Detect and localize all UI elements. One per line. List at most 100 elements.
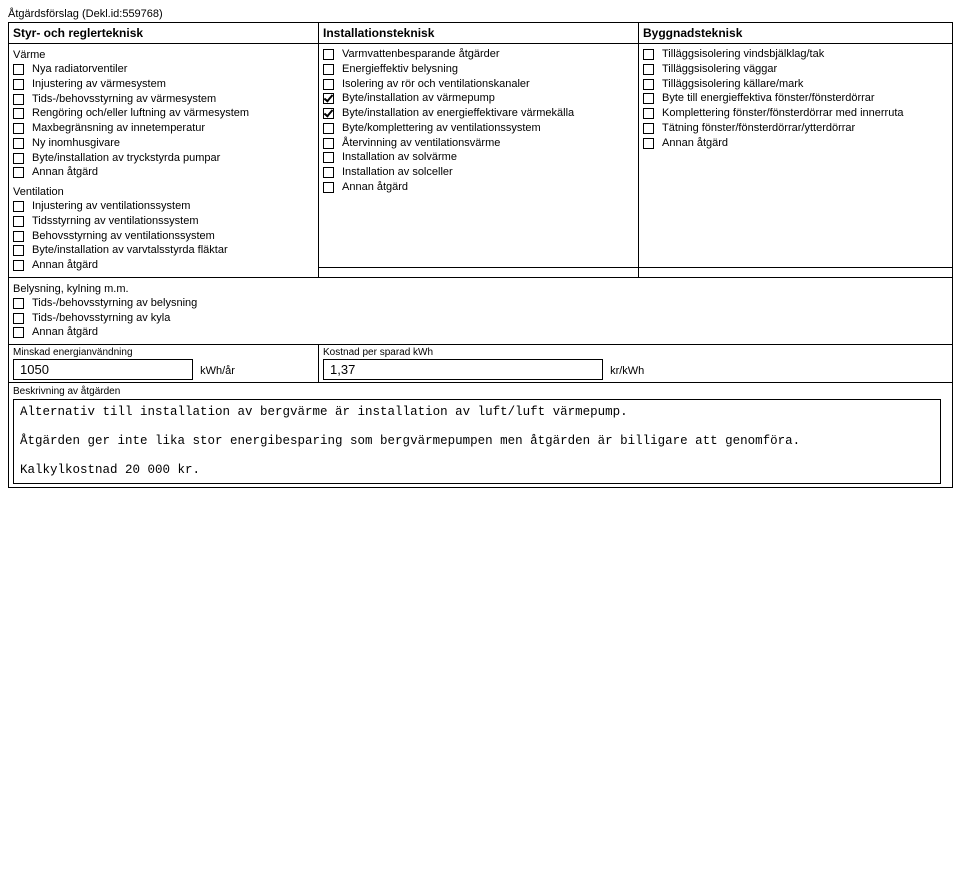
varme-checkbox[interactable] (13, 123, 24, 134)
varme-checkbox[interactable] (13, 108, 24, 119)
ventilation-checkbox[interactable] (13, 260, 24, 271)
varme-checkbox[interactable] (13, 79, 24, 90)
left-col: Värme Nya radiatorventilerInjustering av… (9, 44, 319, 278)
varme-item: Maxbegränsning av innetemperatur (13, 122, 314, 136)
byggnad-checkbox[interactable] (643, 108, 654, 119)
byggnad-checkbox[interactable] (643, 138, 654, 149)
byggnad-item: Tätning fönster/fönsterdörrar/ytterdörra… (643, 122, 948, 136)
desc-p1: Alternativ till installation av bergvärm… (20, 404, 934, 421)
byggnad-checkbox[interactable] (643, 79, 654, 90)
varme-item: Nya radiatorventiler (13, 63, 314, 77)
ventilation-item: Injustering av ventilationssystem (13, 200, 314, 214)
mid-col: Varmvattenbesparande åtgärderEnergieffek… (319, 44, 639, 268)
ventilation-item: Tidsstyrning av ventilationssystem (13, 215, 314, 229)
desc-box: Alternativ till installation av bergvärm… (13, 399, 941, 484)
ventilation-label: Injustering av ventilationssystem (32, 200, 314, 214)
byggnad-item: Komplettering fönster/fönsterdörrar med … (643, 107, 948, 121)
kostnad-value: 1,37 (323, 359, 603, 380)
installation-checkbox[interactable] (323, 79, 334, 90)
varme-checkbox[interactable] (13, 94, 24, 105)
installation-label: Installation av solceller (342, 166, 634, 180)
byggnad-label: Annan åtgärd (662, 137, 948, 151)
byggnad-item: Tilläggsisolering vindsbjälklag/tak (643, 48, 948, 62)
section-ventilation: Ventilation (13, 186, 314, 198)
installation-checkbox[interactable] (323, 138, 334, 149)
byggnad-item: Byte till energieffektiva fönster/fönste… (643, 92, 948, 106)
ventilation-checkbox[interactable] (13, 245, 24, 256)
byggnad-checkbox[interactable] (643, 64, 654, 75)
varme-item: Ny inomhusgivare (13, 137, 314, 151)
installation-label: Varmvattenbesparande åtgärder (342, 48, 634, 62)
installation-item: Installation av solvärme (323, 151, 634, 165)
byggnad-item: Tilläggsisolering väggar (643, 63, 948, 77)
byggnad-label: Tätning fönster/fönsterdörrar/ytterdörra… (662, 122, 948, 136)
installation-item: Återvinning av ventilationsvärme (323, 137, 634, 151)
installation-item: Isolering av rör och ventilationskanaler (323, 78, 634, 92)
varme-item: Byte/installation av tryckstyrda pumpar (13, 152, 314, 166)
measures-table: Styr- och reglerteknisk Installationstek… (8, 22, 953, 488)
byggnad-checkbox[interactable] (643, 93, 654, 104)
belysning-checkbox[interactable] (13, 327, 24, 338)
ventilation-checkbox[interactable] (13, 201, 24, 212)
kostnad-unit: kr/kWh (610, 365, 644, 377)
installation-label: Installation av solvärme (342, 151, 634, 165)
installation-label: Byte/komplettering av ventilationssystem (342, 122, 634, 136)
installation-item: Byte/installation av energieffektivare v… (323, 107, 634, 121)
varme-checkbox[interactable] (13, 167, 24, 178)
installation-label: Annan åtgärd (342, 181, 634, 195)
varme-checkbox[interactable] (13, 138, 24, 149)
installation-label: Byte/installation av värmepump (342, 92, 634, 106)
col-head-right: Byggnadsteknisk (639, 23, 953, 44)
varme-label: Ny inomhusgivare (32, 137, 314, 151)
belysning-checkbox[interactable] (13, 313, 24, 324)
installation-checkbox[interactable] (323, 182, 334, 193)
varme-label: Byte/installation av tryckstyrda pumpar (32, 152, 314, 166)
byggnad-label: Tilläggsisolering källare/mark (662, 78, 948, 92)
installation-label: Isolering av rör och ventilationskanaler (342, 78, 634, 92)
belysning-item: Tids-/behovsstyrning av belysning (13, 297, 948, 311)
varme-label: Annan åtgärd (32, 166, 314, 180)
installation-checkbox[interactable] (323, 49, 334, 60)
belysning-block: Belysning, kylning m.m. Tids-/behovsstyr… (9, 277, 953, 344)
varme-label: Rengöring och/eller luftning av värmesys… (32, 107, 314, 121)
minskad-label: Minskad energianvändning (13, 347, 314, 358)
minskad-value: 1050 (13, 359, 193, 380)
byggnad-checkbox[interactable] (643, 49, 654, 60)
installation-checkbox[interactable] (323, 123, 334, 134)
varme-checkbox[interactable] (13, 64, 24, 75)
varme-label: Nya radiatorventiler (32, 63, 314, 77)
byggnad-label: Tilläggsisolering väggar (662, 63, 948, 77)
belysning-checkbox[interactable] (13, 298, 24, 309)
byggnad-item: Tilläggsisolering källare/mark (643, 78, 948, 92)
ventilation-label: Byte/installation av varvtalsstyrda fläk… (32, 244, 314, 258)
installation-checkbox[interactable] (323, 167, 334, 178)
installation-checkbox[interactable] (323, 64, 334, 75)
belysning-label: Annan åtgärd (32, 326, 948, 340)
minskad-cell: Minskad energianvändning 1050 kWh/år (9, 345, 319, 383)
varme-label: Tids-/behovsstyrning av värmesystem (32, 93, 314, 107)
installation-item: Byte/komplettering av ventilationssystem (323, 122, 634, 136)
installation-item: Annan åtgärd (323, 181, 634, 195)
installation-checkbox[interactable] (323, 93, 334, 104)
col-head-mid: Installationsteknisk (319, 23, 639, 44)
installation-item: Varmvattenbesparande åtgärder (323, 48, 634, 62)
installation-checkbox[interactable] (323, 152, 334, 163)
ventilation-checkbox[interactable] (13, 231, 24, 242)
byggnad-checkbox[interactable] (643, 123, 654, 134)
varme-checkbox[interactable] (13, 153, 24, 164)
installation-checkbox[interactable] (323, 108, 334, 119)
desc-label: Beskrivning av åtgärden (13, 386, 948, 397)
desc-p3: Kalkylkostnad 20 000 kr. (20, 462, 934, 479)
page-title: Åtgärdsförslag (Dekl.id:559768) (8, 8, 952, 20)
right-col: Tilläggsisolering vindsbjälklag/takTillä… (639, 44, 953, 268)
installation-item: Installation av solceller (323, 166, 634, 180)
kostnad-cell: Kostnad per sparad kWh 1,37 kr/kWh (319, 345, 953, 383)
byggnad-item: Annan åtgärd (643, 137, 948, 151)
section-belysning: Belysning, kylning m.m. (13, 283, 948, 295)
byggnad-label: Tilläggsisolering vindsbjälklag/tak (662, 48, 948, 62)
ventilation-checkbox[interactable] (13, 216, 24, 227)
byggnad-label: Byte till energieffektiva fönster/fönste… (662, 92, 948, 106)
installation-label: Byte/installation av energieffektivare v… (342, 107, 634, 121)
byggnad-label: Komplettering fönster/fönsterdörrar med … (662, 107, 948, 121)
ventilation-label: Tidsstyrning av ventilationssystem (32, 215, 314, 229)
